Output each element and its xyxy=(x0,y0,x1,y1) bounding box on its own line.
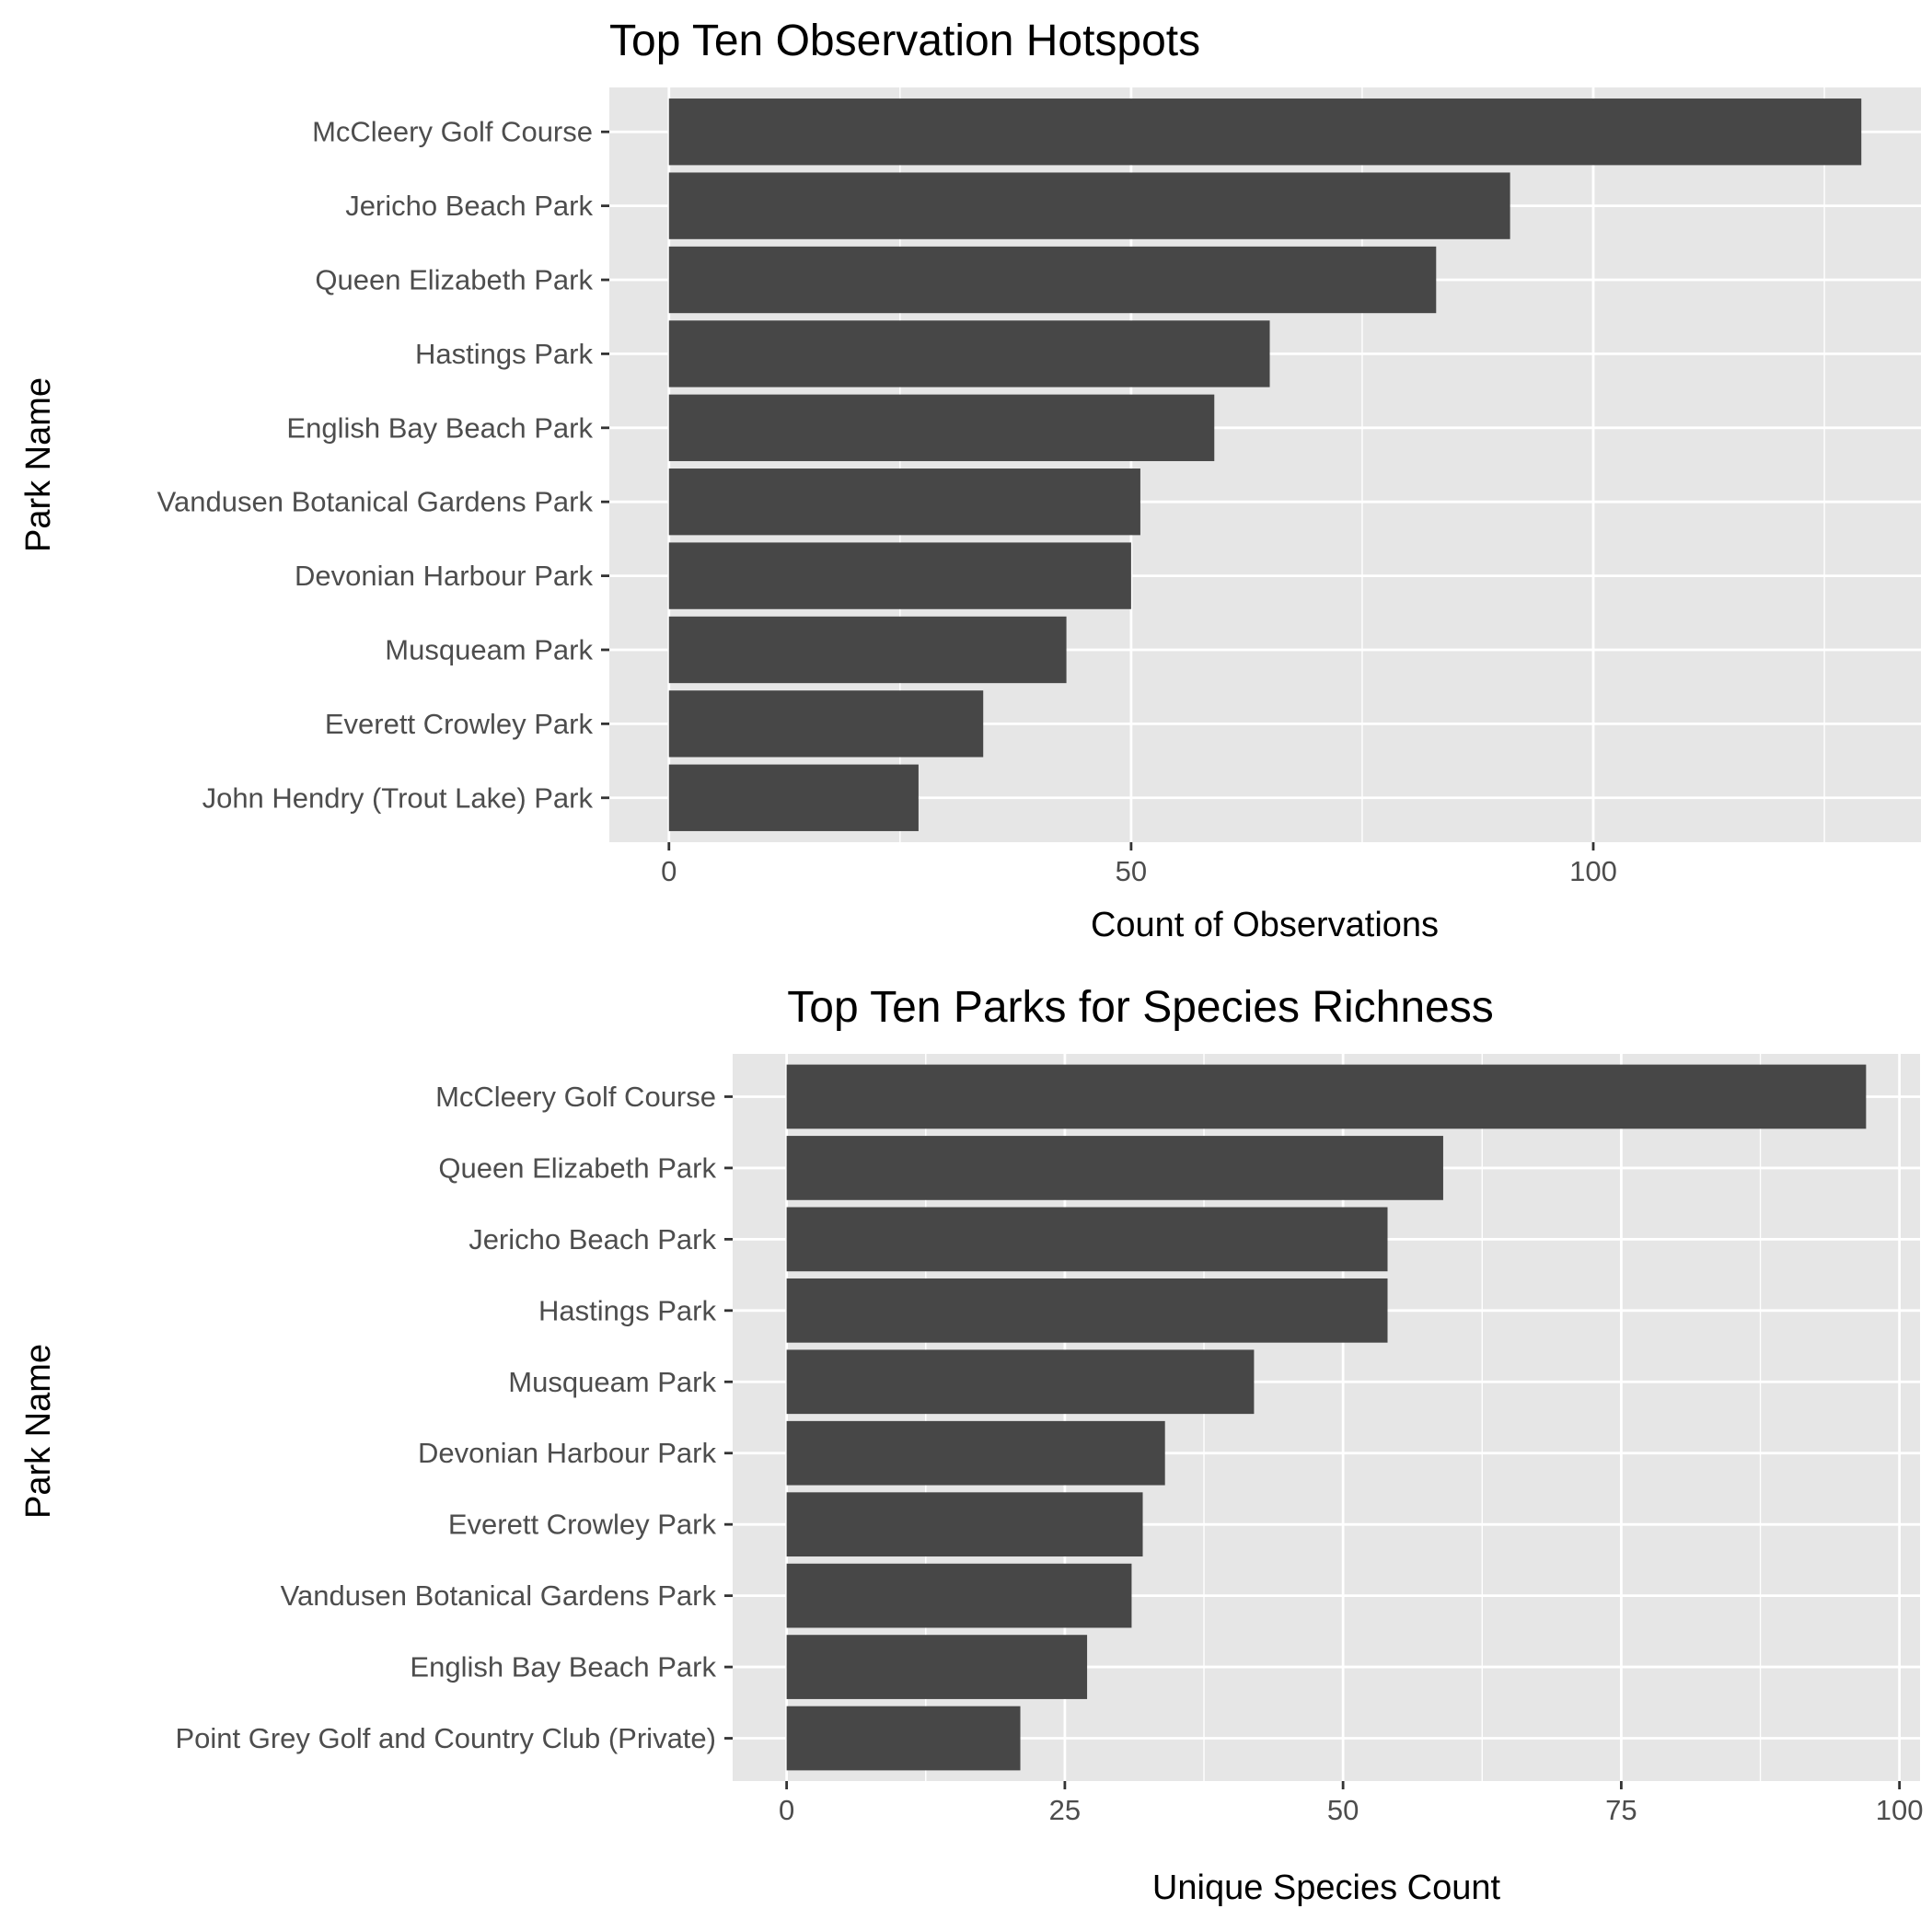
y-tick-label: Musqueam Park xyxy=(508,1366,716,1398)
chart-species-richness: Top Ten Parks for Species Richness McCle… xyxy=(19,983,1924,1907)
x-tick-label: 0 xyxy=(779,1794,794,1826)
bars xyxy=(668,98,1862,831)
bar xyxy=(668,616,1067,684)
y-tick-label: Hastings Park xyxy=(538,1294,716,1326)
bar xyxy=(786,1706,1021,1771)
y-tick-label: Devonian Harbour Park xyxy=(418,1437,716,1469)
x-tick-labels: 0 50 100 xyxy=(661,842,1617,887)
y-tick-label: Jericho Beach Park xyxy=(345,190,593,222)
bar xyxy=(786,1064,1867,1129)
y-axis-title: Park Name xyxy=(19,1344,58,1519)
y-tick-labels: McCleery Golf Course Queen Elizabeth Park… xyxy=(175,1081,733,1754)
x-tick-labels: 0 25 50 75 100 xyxy=(779,1781,1924,1826)
x-axis-title: Unique Species Count xyxy=(1152,1868,1501,1907)
x-tick-label: 0 xyxy=(661,855,677,887)
y-axis-title: Park Name xyxy=(19,377,58,552)
bar xyxy=(786,1635,1088,1699)
bar xyxy=(786,1349,1255,1415)
y-tick-label: Hastings Park xyxy=(415,338,593,370)
bar xyxy=(786,1420,1165,1486)
x-axis-title: Count of Observations xyxy=(1091,906,1439,944)
bar xyxy=(668,764,919,831)
y-tick-label: Queen Elizabeth Park xyxy=(315,264,593,296)
y-tick-label: McCleery Golf Course xyxy=(312,116,593,148)
bar xyxy=(786,1492,1143,1557)
y-tick-labels: McCleery Golf Course Jericho Beach Park Qu… xyxy=(157,116,609,814)
bar xyxy=(668,172,1510,239)
bar xyxy=(786,1278,1388,1343)
y-tick-label: Jericho Beach Park xyxy=(469,1223,716,1255)
bar xyxy=(668,469,1140,536)
y-tick-label: Point Grey Golf and Country Club (Privat… xyxy=(175,1722,716,1754)
bar xyxy=(668,246,1437,314)
x-tick-label: 50 xyxy=(1327,1794,1359,1826)
chart-title: Top Ten Observation Hotspots xyxy=(609,17,1200,65)
y-tick-label: Vandusen Botanical Gardens Park xyxy=(281,1579,717,1612)
x-tick-label: 75 xyxy=(1605,1794,1637,1826)
x-tick-label: 100 xyxy=(1876,1794,1924,1826)
x-tick-label: 50 xyxy=(1116,855,1147,887)
bars xyxy=(786,1064,1867,1771)
y-tick-label: English Bay Beach Park xyxy=(286,411,593,444)
x-tick-label: 25 xyxy=(1049,1794,1081,1826)
bar xyxy=(668,542,1131,609)
bar xyxy=(668,394,1215,461)
x-tick-label: 100 xyxy=(1569,855,1617,887)
y-tick-label: Everett Crowley Park xyxy=(325,708,594,740)
y-tick-label: Vandusen Botanical Gardens Park xyxy=(157,486,594,518)
y-tick-label: Everett Crowley Park xyxy=(448,1509,717,1541)
bar xyxy=(786,1563,1132,1628)
bar xyxy=(786,1207,1388,1272)
y-tick-label: English Bay Beach Park xyxy=(410,1651,716,1683)
y-tick-label: Devonian Harbour Park xyxy=(295,560,593,592)
bar xyxy=(668,98,1862,166)
bar xyxy=(668,690,984,758)
y-tick-label: Queen Elizabeth Park xyxy=(438,1151,716,1184)
chart-observation-hotspots: Top Ten Observation Hotspots McCleery Go… xyxy=(19,17,1921,944)
bar xyxy=(668,320,1270,388)
chart-title: Top Ten Parks for Species Richness xyxy=(787,983,1493,1032)
y-tick-label: McCleery Golf Course xyxy=(435,1081,716,1113)
bar xyxy=(786,1136,1443,1200)
y-tick-label: Musqueam Park xyxy=(385,633,593,665)
y-tick-label: John Hendry (Trout Lake) Park xyxy=(202,781,594,814)
